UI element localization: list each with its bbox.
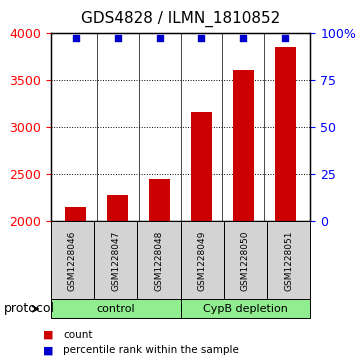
Text: ■: ■ [43,330,54,340]
Text: protocol: protocol [4,302,55,315]
Text: count: count [63,330,93,340]
Bar [275,47,296,363]
Text: percentile rank within the sample: percentile rank within the sample [63,345,239,355]
Point [115,36,121,41]
Text: GSM1228047: GSM1228047 [111,230,120,291]
Point [73,36,79,41]
Text: GSM1228048: GSM1228048 [155,230,163,291]
Bar [65,207,86,363]
Text: GSM1228050: GSM1228050 [241,230,250,291]
Point [282,36,288,41]
Bar [233,70,254,363]
Bar [107,195,128,363]
Text: GDS4828 / ILMN_1810852: GDS4828 / ILMN_1810852 [81,11,280,27]
Text: CypB depletion: CypB depletion [203,304,288,314]
Point [240,36,246,41]
Point [157,36,162,41]
Text: ■: ■ [43,345,54,355]
Bar [149,179,170,363]
Text: GSM1228051: GSM1228051 [284,230,293,291]
Bar [191,112,212,363]
Text: control: control [96,304,135,314]
Point [199,36,204,41]
Text: GSM1228046: GSM1228046 [68,230,77,291]
Text: GSM1228049: GSM1228049 [198,230,206,291]
